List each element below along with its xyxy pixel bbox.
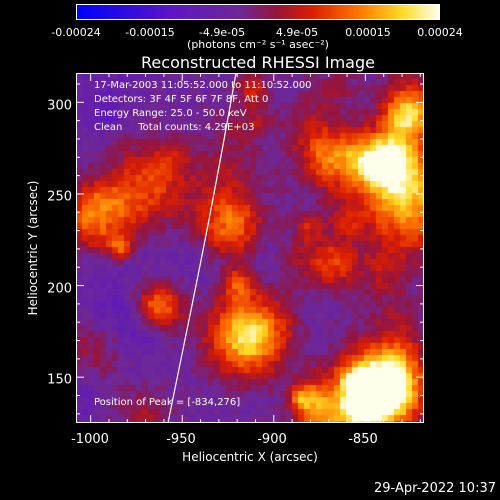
clean-counts-label: Clean Total counts: 4.29E+03 [94,122,255,133]
y-axis-label: Heliocentric Y (arcsec) [26,180,40,316]
colorbar-tick: -4.9e-05 [198,26,246,39]
peak-position-label: Position of Peak = [-834,276] [94,397,241,408]
y-tick-label: 150 [47,372,72,388]
y-tick-label: 300 [47,98,72,114]
colorbar [76,4,440,20]
solar-limb-line [167,73,237,423]
colorbar-tick: -0.00015 [125,26,175,39]
time-range-label: 17-Mar-2003 11:05:52.000 to 11:10:52.000 [94,80,312,91]
x-tick-label: -850 [348,432,378,447]
energy-range-label: Energy Range: 25.0 - 50.0 keV [94,108,247,119]
image-title: Reconstructed RHESSI Image [141,53,375,72]
x-tick-label: -900 [257,432,287,447]
plot-area [76,73,424,423]
x-tick-label: -1000 [71,432,109,447]
colorbar-tick: 4.9e-05 [275,26,319,39]
plot-frame [76,73,424,423]
x-axis-label: Heliocentric X (arcsec) [182,450,318,464]
detectors-label: Detectors: 3F 4F 5F 6F 7F 8F, Att 0 [94,94,269,105]
colorbar-tick: -0.00024 [51,26,101,39]
axis-ticks [76,73,424,423]
colorbar-tick: 0.00024 [417,26,463,39]
y-tick-label: 200 [47,281,72,297]
timestamp: 29-Apr-2022 10:37 [374,481,496,496]
colorbar-units: (photons cm⁻² s⁻¹ asec⁻²) [187,38,329,51]
y-tick-label: 250 [47,189,72,205]
colorbar-tick: 0.00015 [345,26,391,39]
x-tick-label: -950 [166,432,196,447]
plot-overlay [76,73,424,423]
heatmap-image [76,73,424,423]
